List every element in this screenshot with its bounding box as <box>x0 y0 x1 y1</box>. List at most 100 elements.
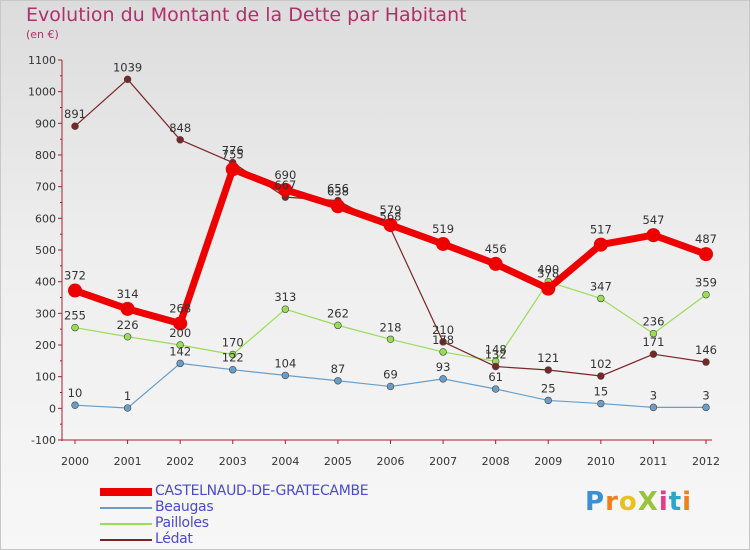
x-tick-label: 2007 <box>429 455 457 468</box>
series-line-castelnaud-de-gratecambe <box>71 165 710 327</box>
data-point-pailloles <box>439 348 447 356</box>
logo-letter: i <box>682 487 693 517</box>
data-point-beaugas <box>176 359 184 368</box>
data-point-beaugas <box>71 401 79 409</box>
data-point-pailloles <box>597 294 605 303</box>
data-point-pailloles <box>123 333 132 341</box>
y-tick-label: 700 <box>35 181 56 194</box>
data-label-castelnaud-de-gratecambe: 487 <box>695 232 717 246</box>
logo-letter: t <box>668 487 683 517</box>
data-label-l-dat: 171 <box>642 335 664 349</box>
y-tick-label: 100 <box>35 371 56 384</box>
x-tick-label: 2006 <box>377 455 405 468</box>
data-label-pailloles: 347 <box>590 279 612 293</box>
data-point-castelnaud-de-gratecambe <box>593 237 608 252</box>
data-label-l-dat: 1039 <box>113 60 142 74</box>
x-tick-label: 2004 <box>271 455 299 468</box>
y-tick-label: 200 <box>35 339 56 352</box>
data-label-castelnaud-de-gratecambe: 690 <box>274 168 296 182</box>
data-label-l-dat: 667 <box>274 178 296 192</box>
data-point-l-dat <box>71 122 79 130</box>
data-point-castelnaud-de-gratecambe <box>68 283 82 298</box>
data-label-l-dat: 568 <box>380 209 402 223</box>
data-label-l-dat: 210 <box>432 323 454 337</box>
legend-swatch-l-dat <box>100 539 152 541</box>
y-tick-label: 500 <box>35 244 56 257</box>
legend-swatch-castelnaud-de-gratecambe <box>100 488 152 496</box>
data-label-castelnaud-de-gratecambe: 456 <box>485 242 507 256</box>
data-label-beaugas: 122 <box>222 351 244 365</box>
data-label-beaugas: 142 <box>169 344 191 358</box>
legend-label-beaugas: Beaugas <box>155 499 214 515</box>
x-tick-label: 2009 <box>534 455 562 468</box>
data-label-l-dat: 776 <box>222 144 244 158</box>
data-label-l-dat: 848 <box>169 121 191 135</box>
data-label-pailloles: 148 <box>485 342 507 356</box>
data-point-beaugas <box>123 404 132 412</box>
logo-letter: r <box>605 487 619 517</box>
data-label-l-dat: 121 <box>537 351 559 365</box>
data-point-l-dat <box>123 75 132 84</box>
data-label-castelnaud-de-gratecambe: 314 <box>117 287 139 301</box>
x-tick-label: 2008 <box>482 455 510 468</box>
data-label-castelnaud-de-gratecambe: 517 <box>590 223 612 237</box>
data-label-castelnaud-de-gratecambe: 638 <box>327 184 349 198</box>
data-point-pailloles <box>649 329 658 338</box>
y-tick-label: 900 <box>35 117 56 130</box>
data-point-castelnaud-de-gratecambe <box>383 217 398 232</box>
data-label-l-dat: 656 <box>327 182 349 196</box>
data-label-pailloles: 262 <box>327 306 349 320</box>
data-point-beaugas <box>386 382 395 391</box>
data-label-beaugas: 10 <box>68 386 83 400</box>
data-point-l-dat <box>597 372 605 380</box>
chart-title: Evolution du Montant de la Dette par Hab… <box>26 4 467 26</box>
x-tick-label: 2012 <box>692 455 720 468</box>
data-label-castelnaud-de-gratecambe: 547 <box>642 213 664 227</box>
data-label-pailloles: 170 <box>222 336 244 350</box>
data-point-beaugas <box>544 396 552 405</box>
data-point-pailloles <box>386 335 395 343</box>
series-layer <box>68 75 713 412</box>
data-point-castelnaud-de-gratecambe <box>330 199 345 214</box>
x-tick-label: 2011 <box>639 455 667 468</box>
logo-letter: i <box>658 487 669 517</box>
y-tick-label: 1000 <box>28 86 56 99</box>
data-point-beaugas <box>281 371 290 380</box>
axes: -100 0 100 200 300 400 500 600 700 800 900 1000 1100… <box>28 54 720 468</box>
data-label-castelnaud-de-gratecambe: 378 <box>537 267 559 281</box>
data-point-pailloles <box>334 321 342 330</box>
data-point-pailloles <box>176 341 184 349</box>
data-label-l-dat: 891 <box>64 107 86 121</box>
data-labels: 10 1 142 122 104 87 69 93 61 25 15 3 3 255 226 200 170 31… <box>64 60 717 403</box>
x-tick-label: 2002 <box>166 455 194 468</box>
x-tick-label: 2001 <box>114 455 142 468</box>
x-tick-label: 2000 <box>61 455 89 468</box>
data-label-l-dat: 132 <box>485 348 507 362</box>
legend-swatch-pailloles <box>100 523 152 525</box>
data-label-castelnaud-de-gratecambe: 268 <box>169 301 191 315</box>
data-label-castelnaud-de-gratecambe: 372 <box>64 269 86 283</box>
data-point-castelnaud-de-gratecambe <box>173 316 188 331</box>
data-point-castelnaud-de-gratecambe <box>541 281 556 296</box>
y-tick-label: 800 <box>35 149 56 162</box>
data-label-beaugas: 25 <box>541 381 556 395</box>
y-tick-label: 400 <box>35 276 56 289</box>
data-label-pailloles: 200 <box>169 326 191 340</box>
data-point-castelnaud-de-gratecambe <box>436 236 451 251</box>
legend-swatch-beaugas <box>100 507 152 509</box>
data-point-beaugas <box>702 403 710 412</box>
data-label-pailloles: 178 <box>432 333 454 347</box>
data-point-beaugas <box>334 377 342 385</box>
legend-label-l-dat: Lédat <box>155 531 193 547</box>
data-point-pailloles <box>229 350 237 359</box>
x-tick-label: 2003 <box>219 455 247 468</box>
data-label-beaugas: 15 <box>594 385 609 399</box>
data-point-l-dat <box>649 350 658 358</box>
y-tick-label: 300 <box>35 307 56 320</box>
data-label-pailloles: 218 <box>380 320 402 334</box>
data-label-castelnaud-de-gratecambe: 519 <box>432 222 454 236</box>
data-point-l-dat <box>491 362 500 371</box>
data-label-pailloles: 313 <box>274 290 296 304</box>
